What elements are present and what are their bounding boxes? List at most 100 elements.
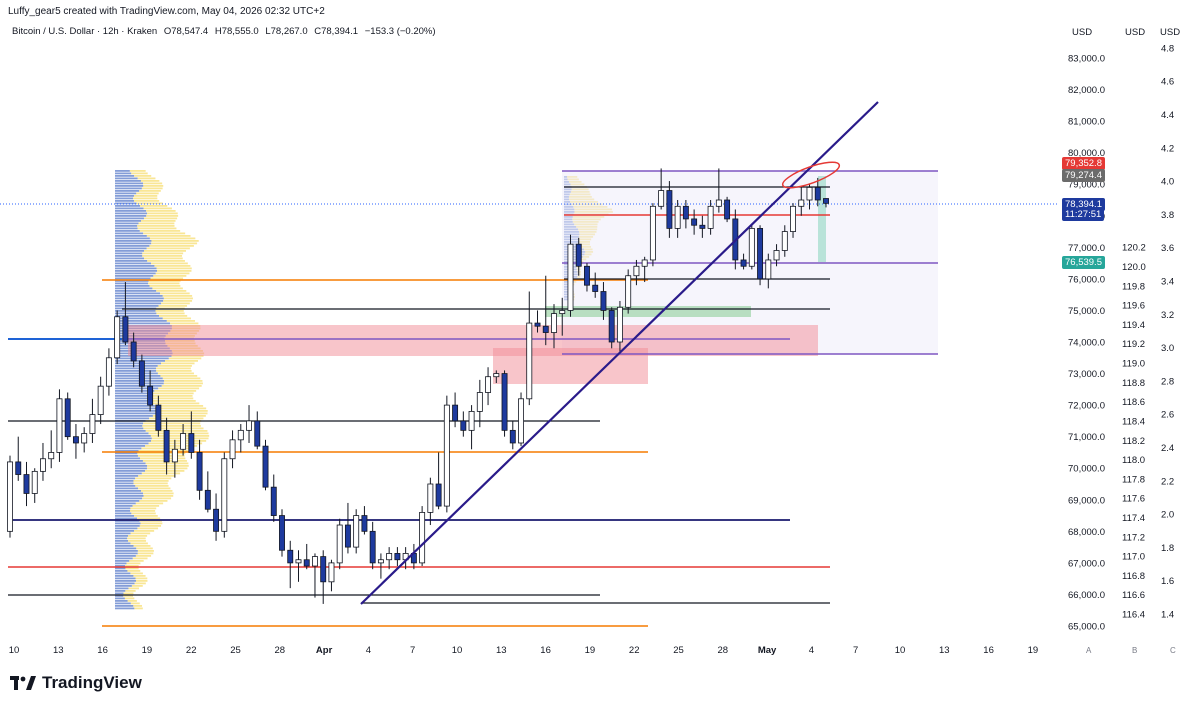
scale-c-button[interactable]: C [1170, 646, 1176, 655]
scale-b-button[interactable]: B [1132, 646, 1138, 655]
candle-body[interactable] [715, 199, 722, 207]
candle-body[interactable] [419, 512, 426, 564]
candle-body[interactable] [691, 218, 698, 226]
candle-body[interactable] [748, 227, 755, 267]
candle-body[interactable] [485, 376, 492, 393]
candle-body[interactable] [237, 429, 244, 441]
symbol-name[interactable]: Bitcoin / U.S. Dollar · 12h · Kraken [12, 26, 158, 37]
candle-body[interactable] [72, 436, 79, 444]
candle-body[interactable] [641, 259, 648, 267]
candle-body[interactable] [369, 530, 376, 564]
candle-body[interactable] [320, 556, 327, 583]
candle-body[interactable] [303, 559, 310, 567]
candle-body[interactable] [114, 316, 121, 359]
candle-body[interactable] [724, 199, 731, 220]
candle-body[interactable] [798, 199, 805, 207]
symbol-legend[interactable]: Bitcoin / U.S. Dollar · 12h · Kraken O78… [12, 26, 440, 37]
candle-body[interactable] [64, 398, 71, 438]
candle-body[interactable] [542, 325, 549, 333]
candle-body[interactable] [699, 224, 706, 229]
candle-body[interactable] [155, 404, 162, 431]
candle-body[interactable] [674, 205, 681, 229]
secondary-axis-currency[interactable]: USD [1125, 27, 1146, 38]
candle-body[interactable] [501, 373, 508, 431]
candle-body[interactable] [386, 553, 393, 561]
candle-body[interactable] [394, 553, 401, 561]
candle-body[interactable] [757, 227, 764, 280]
candle-body[interactable] [147, 385, 154, 406]
candle-body[interactable] [262, 445, 269, 488]
candle-body[interactable] [328, 562, 335, 583]
candle-body[interactable] [592, 284, 599, 292]
candle-body[interactable] [171, 448, 178, 463]
candle-body[interactable] [806, 186, 813, 201]
candle-body[interactable] [138, 360, 145, 387]
candle-body[interactable] [377, 559, 384, 564]
candle-body[interactable] [526, 322, 533, 400]
candle-body[interactable] [682, 205, 689, 220]
candle-body[interactable] [130, 341, 137, 362]
candle-body[interactable] [279, 515, 285, 551]
candle-body[interactable] [89, 414, 96, 434]
candle-body[interactable] [567, 243, 574, 311]
candle-body[interactable] [229, 439, 236, 460]
trendline[interactable] [360, 101, 879, 605]
candle-body[interactable] [773, 250, 780, 261]
candle-body[interactable] [633, 265, 640, 277]
candle-body[interactable] [707, 205, 714, 229]
candle-body[interactable] [295, 559, 302, 564]
candle-body[interactable] [823, 198, 829, 204]
candle-body[interactable] [204, 489, 211, 510]
candle-body[interactable] [625, 275, 632, 308]
candle-body[interactable] [97, 385, 104, 415]
candle-body[interactable] [740, 259, 747, 267]
candle-body[interactable] [31, 470, 38, 494]
candle-body[interactable] [765, 259, 772, 280]
candle-body[interactable] [312, 556, 318, 567]
candle-body[interactable] [468, 411, 475, 431]
candle-body[interactable] [7, 461, 13, 532]
candle-body[interactable] [81, 433, 88, 444]
candle-body[interactable] [460, 420, 467, 431]
candle-body[interactable] [221, 458, 228, 532]
candle-body[interactable] [23, 474, 30, 494]
candle-body[interactable] [287, 549, 294, 564]
candle-body[interactable] [188, 433, 195, 453]
candle-body[interactable] [196, 452, 203, 491]
candle-body[interactable] [122, 316, 129, 343]
candle-body[interactable] [649, 205, 656, 261]
candle-body[interactable] [163, 429, 170, 463]
candle-body[interactable] [48, 452, 55, 460]
candle-body[interactable] [608, 310, 615, 343]
candle-body[interactable] [666, 190, 673, 229]
candle-body[interactable] [353, 515, 360, 548]
candle-body[interactable] [361, 515, 368, 532]
price-axis-currency[interactable]: USD [1072, 27, 1093, 38]
candle-body[interactable] [551, 313, 557, 333]
candle-body[interactable] [56, 398, 63, 453]
candle-body[interactable] [270, 486, 277, 516]
candle-body[interactable] [509, 429, 516, 444]
candle-body[interactable] [344, 524, 351, 548]
candle-body[interactable] [254, 420, 261, 447]
candle-body[interactable] [435, 483, 442, 507]
candle-body[interactable] [575, 243, 582, 267]
candle-body[interactable] [443, 404, 450, 507]
candle-body[interactable] [534, 322, 541, 327]
candle-body[interactable] [246, 420, 252, 431]
candle-body[interactable] [559, 310, 566, 315]
candle-body[interactable] [584, 265, 590, 286]
tradingview-logo[interactable]: TradingView [10, 673, 142, 693]
candle-body[interactable] [616, 306, 623, 343]
candle-body[interactable] [427, 483, 434, 513]
candle-body[interactable] [658, 190, 665, 207]
candle-body[interactable] [790, 205, 796, 232]
candle-body[interactable] [476, 392, 483, 412]
candle-body[interactable] [40, 458, 46, 472]
scale-a-button[interactable]: A [1086, 646, 1092, 655]
candle-body[interactable] [15, 461, 22, 475]
candle-body[interactable] [213, 508, 220, 532]
candle-body[interactable] [600, 291, 607, 311]
breakout-ellipse[interactable] [780, 157, 842, 193]
